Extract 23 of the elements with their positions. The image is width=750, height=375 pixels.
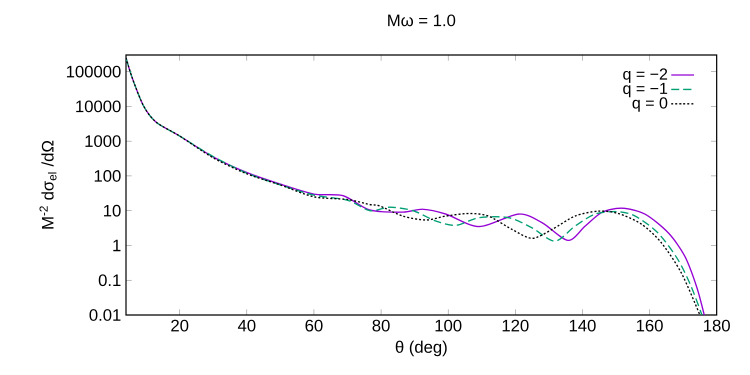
x-tick-label: 160	[636, 320, 663, 332]
y-tick-label: 10	[104, 204, 121, 217]
y-tick-label: 1000	[85, 135, 121, 148]
y-tick-label: 0.01	[90, 309, 120, 321]
x-tick-label: 100	[436, 320, 462, 332]
legend-label: q = −1	[623, 82, 668, 98]
y-tick-label: 1	[113, 240, 120, 252]
legend-label: q = 0	[632, 97, 668, 112]
x-axis-title: θ (deg)	[396, 340, 447, 356]
y-tick-label: 100	[94, 170, 121, 182]
y-axis-title: M$^{-2}$ dσ$_{el}$ /dΩ	[40, 140, 57, 229]
legend-label: q = −2	[623, 68, 668, 83]
x-tick-label: 140	[570, 320, 596, 332]
y-tick-label: 10000	[76, 100, 121, 112]
chart-title: Mω = 1.0	[388, 14, 456, 26]
x-tick-label: 80	[372, 320, 390, 332]
y-tick-label: 100000	[66, 66, 121, 78]
x-tick-label: 120	[502, 320, 529, 332]
x-tick-label: 40	[238, 320, 256, 332]
x-tick-label: 20	[171, 320, 188, 332]
x-tick-label: 60	[306, 320, 323, 332]
x-tick-label: 180	[704, 320, 730, 332]
y-tick-label: 0.1	[98, 274, 120, 286]
